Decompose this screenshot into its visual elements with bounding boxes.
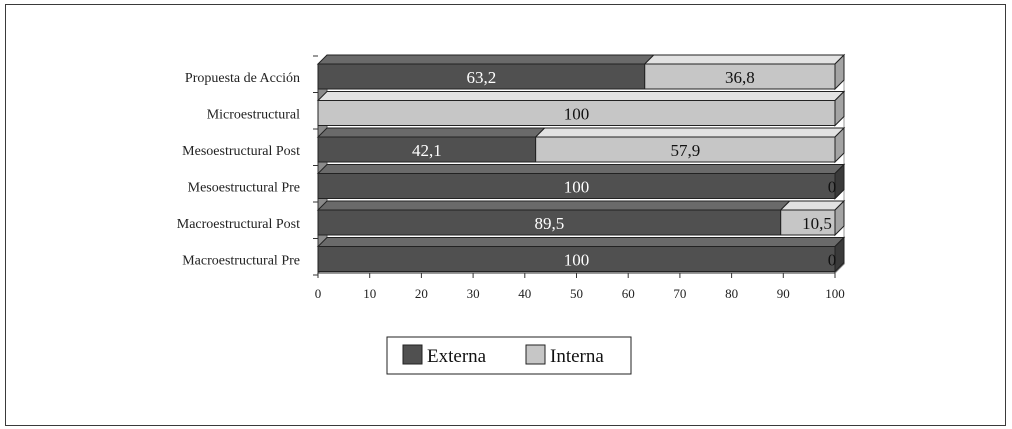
bar-end-cap bbox=[834, 199, 845, 237]
data-label: 100 bbox=[564, 251, 590, 270]
x-tick-label: 80 bbox=[725, 286, 738, 301]
data-label: 100 bbox=[564, 178, 590, 197]
legend-swatch-interna bbox=[525, 344, 546, 365]
x-tick-label: 30 bbox=[467, 286, 480, 301]
bar-top bbox=[316, 237, 846, 247]
x-tick-label: 60 bbox=[622, 286, 635, 301]
bar-top bbox=[779, 200, 846, 211]
bar-segment-externa bbox=[317, 63, 646, 90]
x-tick-label: 10 bbox=[363, 286, 376, 301]
data-label: 0 bbox=[828, 251, 837, 270]
bar-end-cap bbox=[834, 163, 845, 200]
bar-end-cap bbox=[834, 126, 845, 164]
category-label: Mesoestructural Pre bbox=[188, 181, 300, 196]
x-tick-label: 50 bbox=[570, 286, 583, 301]
bar-top bbox=[316, 164, 846, 174]
legend-label-interna: Interna bbox=[550, 346, 604, 367]
x-tick-label: 100 bbox=[825, 286, 845, 301]
data-label: 89,5 bbox=[534, 214, 564, 233]
category-label: Propuesta de Acción bbox=[185, 71, 300, 86]
category-label: Macroestructural Pre bbox=[182, 254, 300, 269]
bar-top bbox=[316, 54, 655, 65]
bar-segment-externa bbox=[317, 136, 537, 163]
bar-end-cap bbox=[834, 90, 845, 127]
bar-segment-externa bbox=[317, 173, 836, 199]
category-label: Macroestructural Post bbox=[177, 217, 300, 232]
legend-box bbox=[386, 336, 632, 375]
bar-end-cap bbox=[834, 53, 845, 91]
bar-segment-interna bbox=[644, 63, 836, 90]
x-tick-label: 40 bbox=[518, 286, 531, 301]
bars: 63,2 36,8 100 42,1 57,9 100 0 89,5 10,5 100 0 bbox=[316, 53, 846, 273]
bar-top bbox=[316, 127, 546, 138]
bar-end-cap bbox=[834, 236, 845, 273]
x-tick-label: 0 bbox=[315, 286, 322, 301]
legend: Externa Interna bbox=[386, 336, 632, 375]
bar-segment-externa bbox=[317, 246, 836, 272]
data-label: 0 bbox=[828, 178, 837, 197]
data-label: 57,9 bbox=[670, 141, 700, 160]
bar-top bbox=[316, 91, 846, 101]
bar-segment-interna bbox=[535, 136, 836, 163]
x-tick-label: 90 bbox=[777, 286, 790, 301]
x-tick-label: 70 bbox=[673, 286, 686, 301]
x-tick-label: 20 bbox=[415, 286, 428, 301]
bar-top bbox=[316, 200, 791, 211]
x-axis: 0 10 20 30 40 50 60 70 80 90 100 bbox=[315, 272, 845, 301]
data-label: 36,8 bbox=[725, 68, 755, 87]
bar-top bbox=[643, 54, 846, 65]
category-label: Mesoestructural Post bbox=[182, 144, 300, 159]
data-label: 10,5 bbox=[802, 214, 832, 233]
bar-segment-externa bbox=[317, 209, 782, 236]
bar-segment-interna bbox=[780, 209, 836, 236]
bar-top bbox=[534, 127, 846, 138]
category-labels: Propuesta de Acción Microestructural Mesoe… bbox=[177, 71, 300, 269]
legend-label-externa: Externa bbox=[427, 346, 487, 367]
legend-swatch-externa bbox=[402, 344, 423, 365]
data-label: 63,2 bbox=[466, 68, 496, 87]
data-label: 100 bbox=[564, 105, 590, 124]
data-label: 42,1 bbox=[412, 141, 442, 160]
category-label: Microestructural bbox=[207, 108, 300, 123]
